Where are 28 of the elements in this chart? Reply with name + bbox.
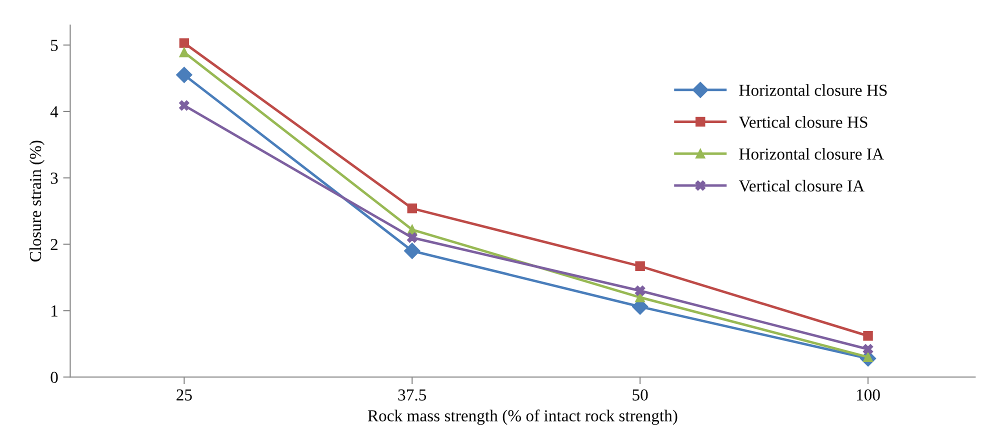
y-tick-label: 0 [50, 372, 58, 383]
x-tick-label: 25 [176, 389, 192, 401]
point [404, 242, 420, 259]
legend-label: Horizontal closure IA [739, 148, 884, 160]
point [407, 204, 417, 214]
legend-label: Horizontal closure HS [739, 84, 887, 96]
point [179, 38, 190, 48]
y-tick-label: 1 [52, 305, 58, 316]
legend-label: Vertical closure IA [738, 180, 864, 192]
x-tick-label: 50 [632, 389, 648, 401]
point [178, 100, 190, 111]
point [635, 292, 645, 302]
point [176, 66, 192, 83]
legend-label: Vertical closure HS [738, 116, 868, 128]
x-tick-label: 37.5 [398, 389, 426, 401]
point [635, 261, 645, 272]
y-tick-label: 3 [50, 172, 58, 184]
point [863, 331, 873, 341]
point [634, 286, 646, 296]
y-tick-label: 4 [50, 106, 58, 118]
y-axis-title: Closure strain (%) [29, 140, 45, 262]
x-tick-label: 100 [856, 389, 880, 401]
point [179, 48, 190, 58]
y-tick-label: 2 [50, 239, 58, 250]
x-axis-title: Rock mass strength (% of intact rock strength) [368, 410, 678, 425]
y-tick-label: 5 [51, 40, 58, 52]
point [406, 232, 418, 243]
point [862, 344, 874, 354]
